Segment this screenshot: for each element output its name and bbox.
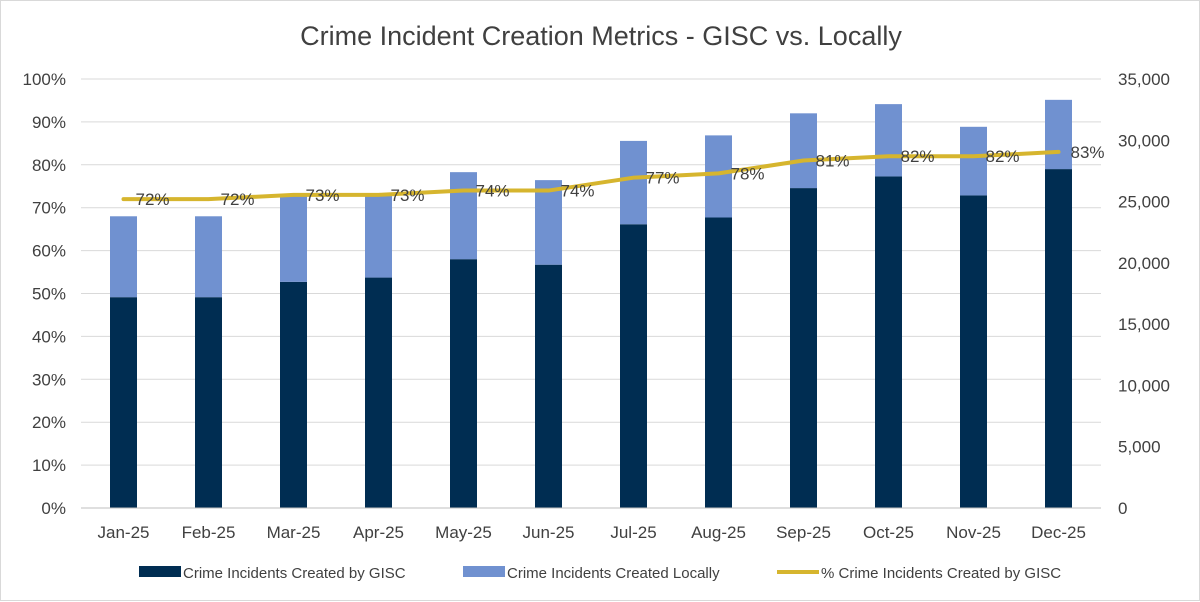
y-left-tick-label: 10% [32, 456, 66, 475]
x-tick-label: Jun-25 [523, 523, 575, 542]
y-right-tick-label: 10,000 [1118, 376, 1170, 395]
line-point [802, 159, 805, 163]
y-left-tick-label: 70% [32, 199, 66, 218]
bar-segment [705, 135, 732, 218]
legend: Crime Incidents Created by GISC Crime Inc… [139, 565, 1061, 582]
bar-segment [790, 188, 817, 509]
data-label: 73% [306, 186, 340, 205]
bar-segment [620, 224, 647, 509]
legend-item: Crime Incidents Created Locally [463, 565, 720, 582]
line-point [122, 197, 125, 201]
legend-label: Crime Incidents Created Locally [507, 565, 720, 582]
bar-segment [960, 195, 987, 508]
data-label: 81% [816, 152, 850, 171]
data-label: 72% [136, 190, 170, 209]
y-right-tick-label: 30,000 [1118, 131, 1170, 150]
percent-series-line [121, 149, 1061, 202]
y-right-tick-label: 20,000 [1118, 254, 1170, 273]
legend-item: % Crime Incidents Created by GISC [777, 565, 1061, 582]
y-right-tick-label: 25,000 [1118, 193, 1170, 212]
bar-segment [195, 297, 222, 508]
bar-segment [875, 176, 902, 509]
bar-segment [110, 297, 137, 508]
bar-segment [535, 180, 562, 265]
bar-segment [450, 259, 477, 508]
bar-segment [450, 172, 477, 260]
x-tick-label: Mar-25 [267, 523, 321, 542]
y-left-tick-label: 100% [23, 70, 66, 89]
bar-segment [1045, 169, 1072, 508]
bar-segment [790, 113, 817, 189]
data-label: 73% [391, 186, 425, 205]
x-tick-label: May-25 [435, 523, 492, 542]
y-left-tick-label: 40% [32, 327, 66, 346]
y-left-tick-label: 30% [32, 370, 66, 389]
bar-segment [535, 264, 562, 508]
y-left-tick-label: 60% [32, 242, 66, 261]
x-tick-label: Sep-25 [776, 523, 831, 542]
data-label: 78% [731, 164, 765, 183]
y-right-tick-label: 5,000 [1118, 438, 1161, 457]
data-label: 74% [561, 182, 595, 201]
x-tick-label: Apr-25 [353, 523, 404, 542]
data-label: 82% [901, 147, 935, 166]
bars [110, 99, 1072, 509]
y-right-tick-label: 15,000 [1118, 315, 1170, 334]
data-labels: 72% 72% 73% 73% 74% 74% 77% 78% 81% 82% 82% 83% [136, 143, 1105, 209]
line-point [377, 193, 380, 197]
y-left-tick-label: 20% [32, 413, 66, 432]
line-point [462, 189, 465, 193]
y-right-tick-label: 35,000 [1118, 70, 1170, 89]
bar-segment [110, 216, 137, 298]
x-tick-label: Jan-25 [98, 523, 150, 542]
gridlines [81, 78, 1101, 466]
line-point [1057, 150, 1060, 154]
y-right-tick-label: 0 [1118, 499, 1127, 518]
bar-segment [280, 194, 307, 282]
y-left-tick-label: 80% [32, 156, 66, 175]
x-tick-label: Dec-25 [1031, 523, 1086, 542]
y-left-tick-label: 90% [32, 113, 66, 132]
bar-segment [195, 216, 222, 298]
legend-item: Crime Incidents Created by GISC [139, 565, 406, 582]
x-tick-label: Aug-25 [691, 523, 746, 542]
y-left-tick-label: 0% [41, 499, 66, 518]
x-tick-label: Feb-25 [182, 523, 236, 542]
x-tick-label: Oct-25 [863, 523, 914, 542]
percent-line [121, 149, 1061, 202]
y-left-tick-label: 50% [32, 285, 66, 304]
line-point [547, 189, 550, 193]
line-point [632, 176, 635, 180]
line-point [292, 193, 295, 197]
x-tick-label: Jul-25 [610, 523, 656, 542]
line-point [972, 154, 975, 158]
bar-segment [1045, 99, 1072, 170]
line-point [887, 154, 890, 158]
bar-segment [875, 104, 902, 177]
axes: 0% 10% 20% 30% 40% 50% 60% 70% 80% 90% 100% 0 5,000 1… [23, 70, 1170, 542]
line-point [717, 171, 720, 175]
bar-segment [280, 281, 307, 508]
data-label: 82% [986, 147, 1020, 166]
bar-segment [705, 217, 732, 508]
bar-segment [365, 277, 392, 508]
x-tick-label: Nov-25 [946, 523, 1001, 542]
data-label: 77% [646, 169, 680, 188]
bar-segment [960, 126, 987, 196]
line-point [207, 197, 210, 201]
legend-label: % Crime Incidents Created by GISC [821, 565, 1061, 582]
legend-label: Crime Incidents Created by GISC [183, 565, 406, 582]
bar-segment [620, 140, 647, 225]
data-label: 74% [476, 182, 510, 201]
bar-segment [365, 193, 392, 278]
chart-title: Crime Incident Creation Metrics - GISC v… [300, 21, 902, 51]
legend-swatch [139, 566, 181, 577]
legend-swatch [463, 566, 505, 577]
data-label: 72% [221, 190, 255, 209]
data-label: 83% [1071, 143, 1105, 162]
